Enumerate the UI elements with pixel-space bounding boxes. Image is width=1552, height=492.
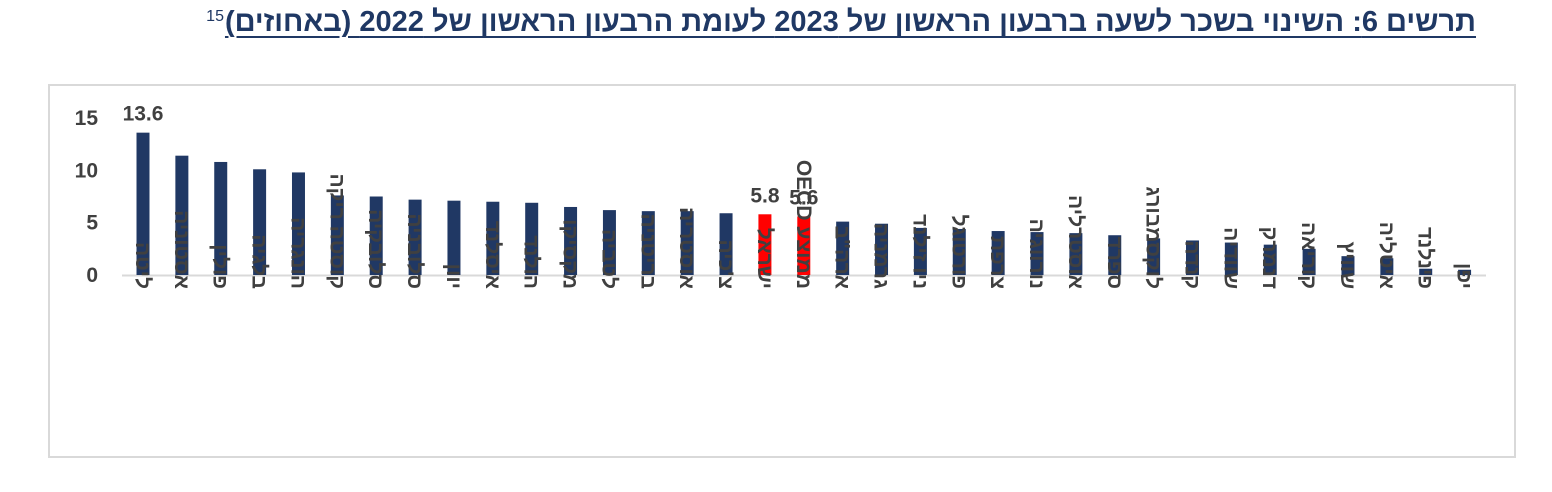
bar[interactable] [758,214,772,275]
x-tick-label: מקסיקו [559,219,582,289]
x-tick-label: קנדה [1180,240,1203,289]
x-tick-label: בלגיה [248,234,271,289]
bar[interactable] [564,206,578,275]
bar[interactable] [1458,269,1472,275]
bar[interactable] [369,196,383,276]
bar[interactable] [680,211,694,275]
bar[interactable] [330,195,344,275]
bar[interactable] [1185,240,1199,275]
bar[interactable] [1030,232,1044,275]
data-label: 5.6 [789,186,818,209]
bar[interactable] [1108,235,1122,275]
x-tick-label: יפן [1453,263,1476,289]
data-label: 13.6 [123,103,164,126]
x-tick-label: פורטוגל [947,214,970,289]
x-tick-label: צ'כיה [714,239,737,289]
x-tick-label: לטביה [597,229,620,289]
x-tick-label: ליטה [131,242,154,289]
bar[interactable] [253,169,267,275]
bar[interactable] [719,213,733,275]
bar[interactable] [1302,248,1316,275]
bar[interactable] [913,227,927,275]
bar[interactable] [447,200,461,275]
y-tick-label: 0 [86,264,98,287]
bar[interactable] [291,172,305,275]
x-tick-label: איטליה [1375,222,1398,289]
x-tick-label: נורווגיה [1025,219,1048,289]
x-tick-label: ממוצע OECD [792,160,815,289]
bar[interactable] [641,211,655,275]
y-tick-label: 15 [75,107,99,130]
bar[interactable] [1419,268,1433,275]
x-tick-label: פולין [209,244,232,289]
x-tick-label: שוויץ [1336,242,1359,290]
bar[interactable] [1224,242,1238,275]
y-tick-label: 10 [75,159,98,182]
x-tick-label: סלובקיה [364,209,387,289]
bar[interactable] [1341,256,1355,275]
x-tick-label: צרפת [986,236,1009,289]
x-tick-label: שוודיה [1219,227,1242,289]
bar[interactable] [525,202,539,275]
data-label: 5.8 [750,184,780,207]
bar[interactable] [136,132,150,275]
bar[interactable] [1147,238,1161,275]
bar[interactable] [1069,233,1083,275]
x-tick-label: אוסטרליה [1064,195,1087,289]
x-tick-label: קוסטה ריקה [325,173,348,289]
chart-title-wrap: תרשים 6: השינוי בשכר לשעה ברבעון הראשון … [206,6,1476,39]
footnote-ref[interactable]: 15 [206,7,224,25]
chart-frame: 0 5 10 15 ליטה 13.6 אסטוניה פולין בלגיה הונגריה קו… [48,84,1516,458]
x-tick-label: איסלנד [481,221,504,289]
bar[interactable] [991,231,1005,275]
x-tick-label: סלובניה [403,213,426,289]
bar[interactable] [952,228,966,275]
y-tick-label: 5 [86,212,98,235]
bar[interactable] [875,223,889,275]
x-tick-label: ארה"ב [831,226,854,289]
bar[interactable] [797,216,811,275]
bar[interactable] [1263,244,1277,275]
bar[interactable] [486,201,500,275]
x-tick-label: ישראל [753,228,776,289]
x-tick-label: הונגריה [286,217,309,289]
bar[interactable] [1380,258,1394,275]
bar[interactable] [602,210,616,275]
x-tick-label: דנמרק [1258,227,1281,289]
x-tick-label: ניו זילנד [908,214,931,289]
x-tick-label: אסטוניה [170,210,193,289]
bar[interactable] [214,161,228,275]
chart-title: תרשים 6: השינוי בשכר לשעה ברבעון הראשון … [224,6,1476,38]
bar[interactable] [408,199,422,275]
x-tick-label: אוסטריה [675,207,698,289]
x-tick-label: קוריאה [1297,222,1320,289]
x-tick-label: בריטניה [636,214,659,290]
x-tick-label: ספרד [1103,237,1126,289]
x-tick-label: פינלנד [1414,227,1437,289]
x-tick-label: יוון [442,264,465,289]
bar[interactable] [836,221,850,275]
x-tick-label: גרמניה [870,223,893,289]
bar-chart: 0 5 10 15 ליטה 13.6 אסטוניה פולין בלגיה הונגריה קו… [75,103,1486,290]
bar[interactable] [175,155,189,275]
x-tick-label: לוקסמבורג [1142,186,1165,289]
x-tick-label: הולנד [520,235,543,289]
